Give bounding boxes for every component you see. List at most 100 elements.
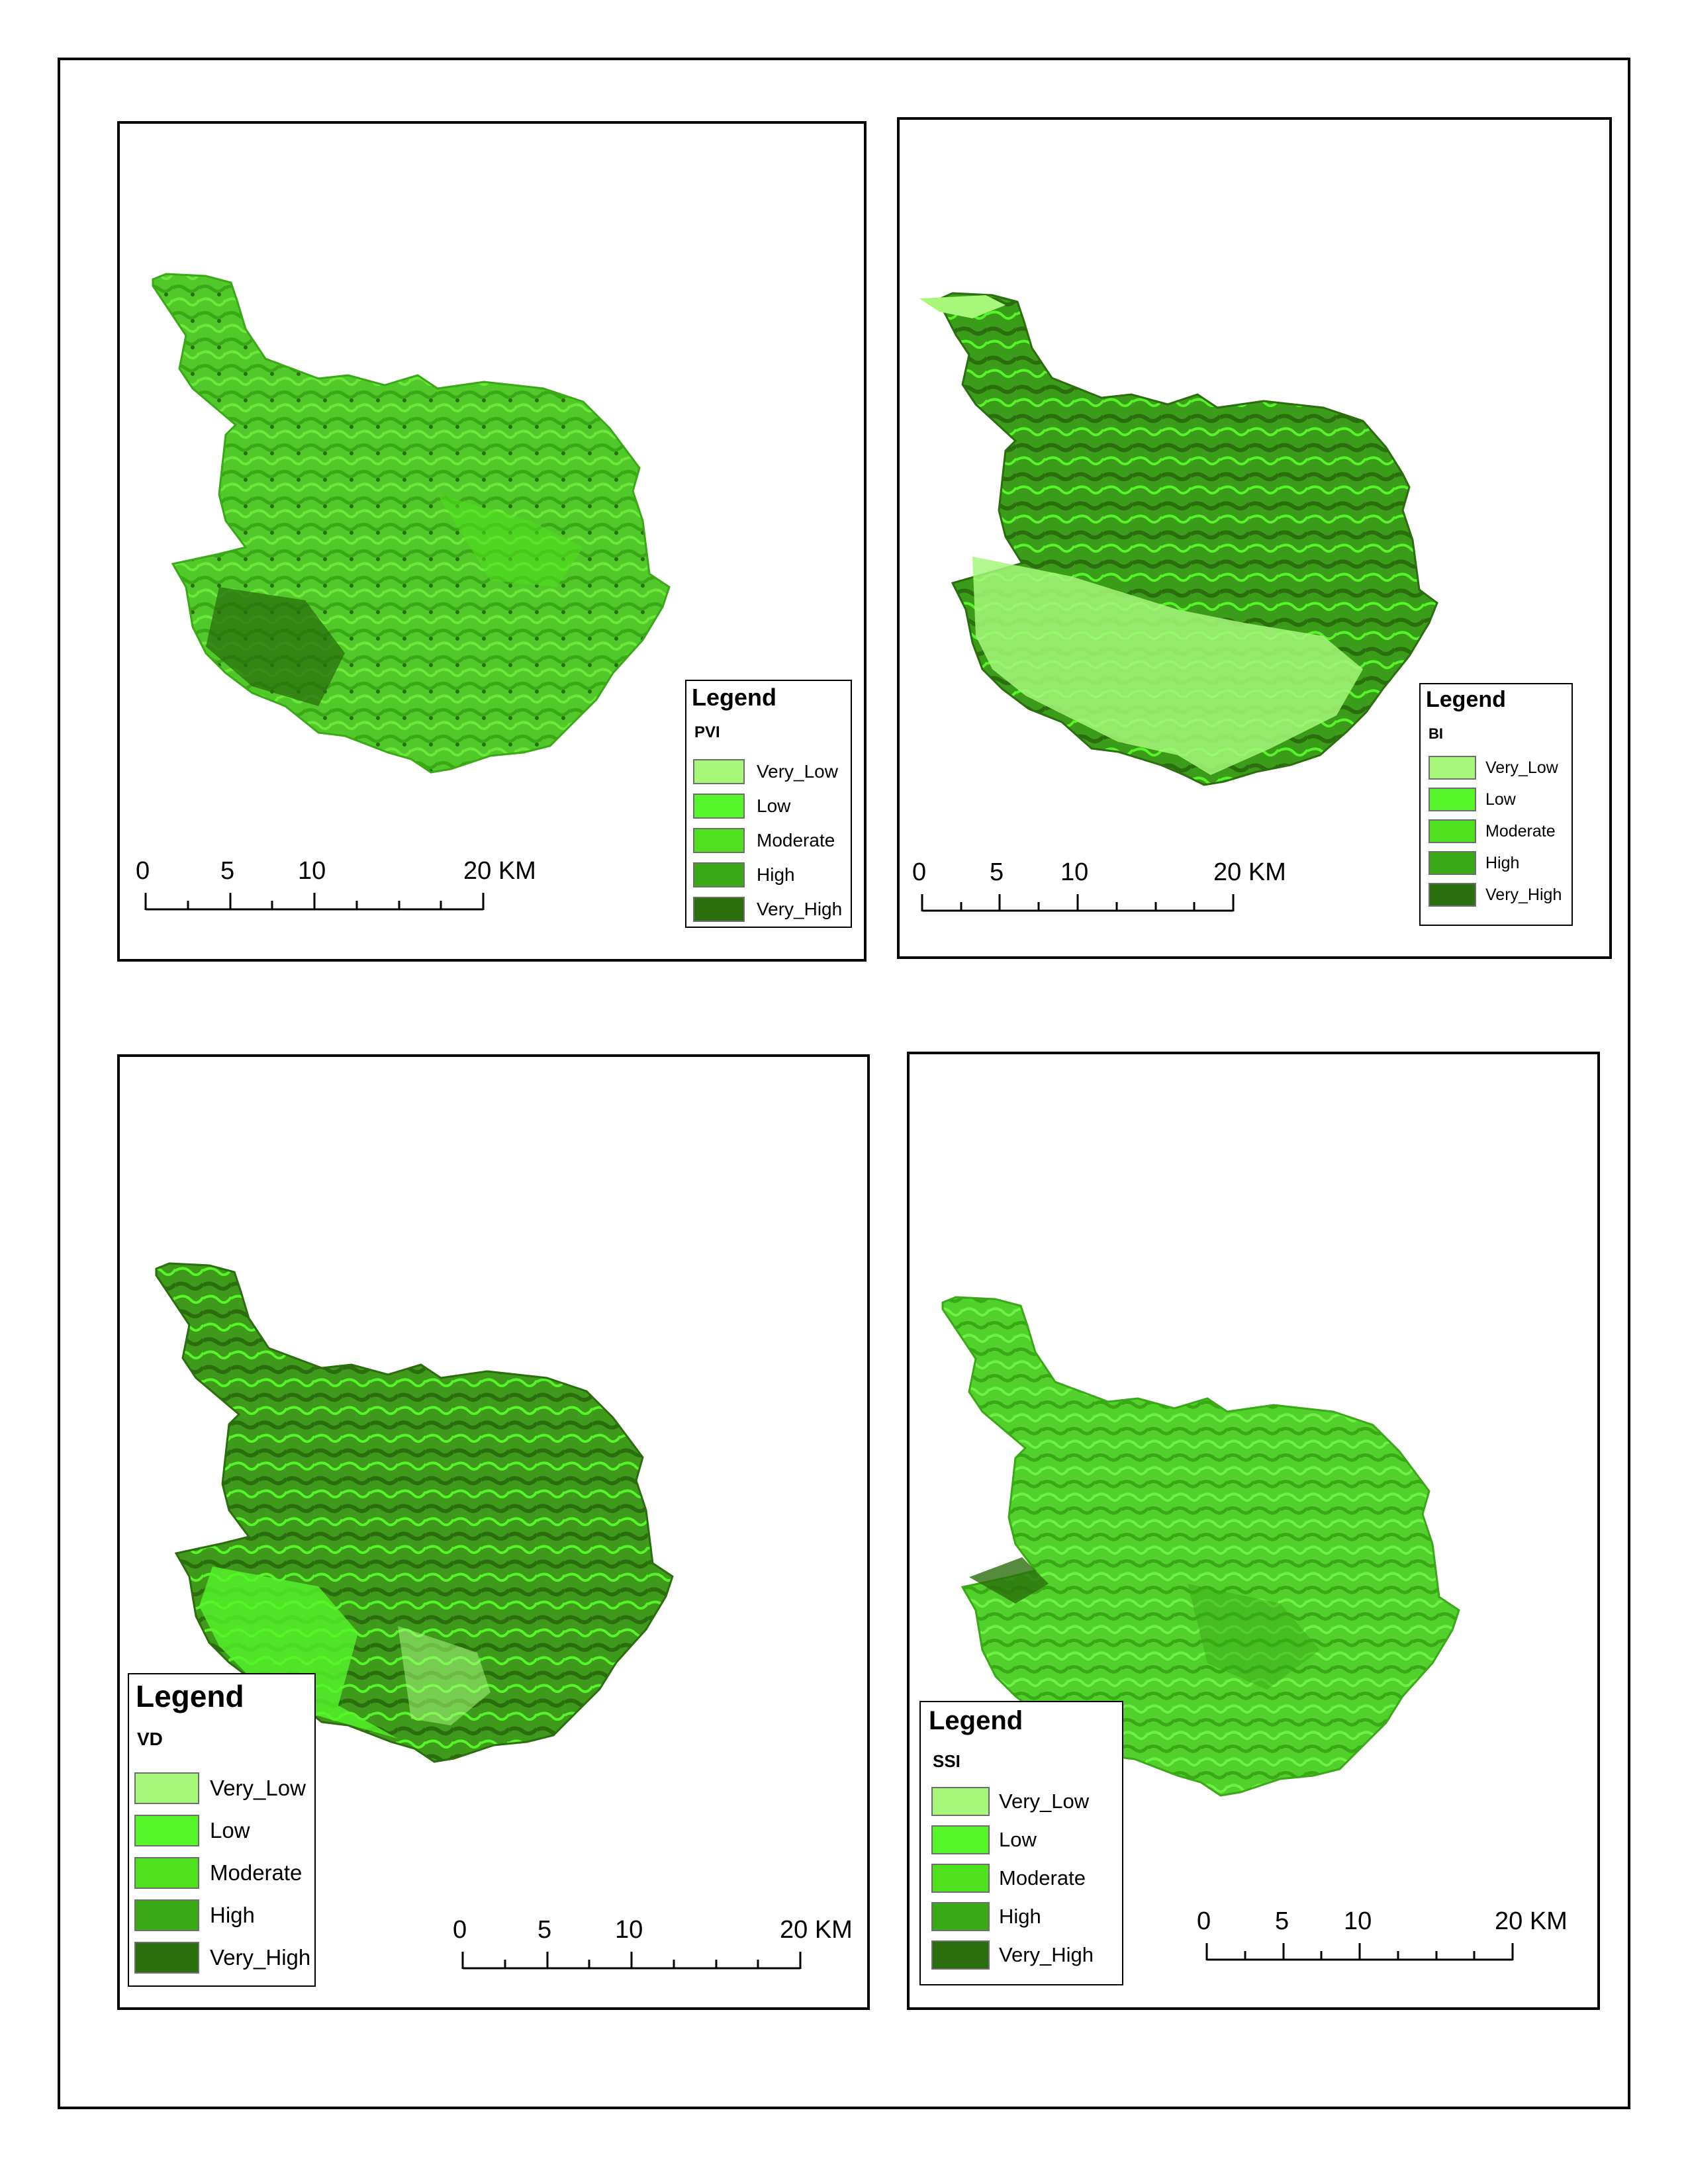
legend-field-name: VD <box>137 1729 163 1749</box>
scale-label-20-km: 20 KM <box>463 857 536 885</box>
legend-item-moderate: Moderate <box>1429 819 1556 843</box>
legend-swatch <box>1429 851 1476 875</box>
legend-swatch <box>1429 819 1476 843</box>
scale-ruler <box>461 1952 802 1970</box>
legend-item-moderate: Moderate <box>693 828 835 853</box>
scale-ruler <box>144 893 485 911</box>
legend-label: Moderate <box>1485 821 1556 841</box>
legend-swatch <box>693 828 745 853</box>
legend-label: High <box>1485 853 1520 872</box>
legend-label: Very_Low <box>757 761 838 782</box>
scale-label-20-km: 20 KM <box>1495 1907 1568 1935</box>
legend-swatch <box>1429 756 1476 780</box>
pvi-watershed-region <box>152 273 671 774</box>
legend-item-very-low: Very_Low <box>1429 756 1558 780</box>
scale-label-0: 0 <box>453 1916 467 1944</box>
scale-label-10: 10 <box>1060 858 1089 886</box>
legend-swatch <box>134 1899 199 1931</box>
legend-swatch <box>1429 788 1476 811</box>
legend-item-high: High <box>931 1902 1041 1931</box>
scale-label-5: 5 <box>220 857 235 885</box>
legend-bi: Legend BI Very_Low Low Moderate High Ver… <box>1419 683 1573 926</box>
scale-label-5: 5 <box>1275 1907 1289 1935</box>
legend-field-name: BI <box>1429 725 1443 742</box>
legend-item-low: Low <box>134 1815 250 1846</box>
legend-swatch <box>134 1857 199 1889</box>
legend-title: Legend <box>1426 687 1506 712</box>
legend-item-high: High <box>693 862 795 887</box>
legend-label: Moderate <box>999 1866 1086 1889</box>
legend-item-very-high: Very_High <box>1429 883 1562 907</box>
legend-title: Legend <box>929 1706 1023 1735</box>
legend-field-name: SSI <box>933 1751 961 1771</box>
legend-ssi: Legend SSI Very_Low Low Moderate High Ve… <box>919 1701 1123 1985</box>
legend-swatch <box>931 1825 990 1854</box>
legend-label: High <box>999 1905 1041 1928</box>
legend-swatch <box>693 897 745 922</box>
legend-swatch <box>134 1942 199 1974</box>
legend-item-very-low: Very_Low <box>931 1787 1089 1816</box>
legend-label: Low <box>210 1818 250 1843</box>
legend-label: Very_Low <box>999 1790 1090 1813</box>
legend-label: Very_Low <box>210 1776 306 1800</box>
legend-item-moderate: Moderate <box>931 1864 1086 1893</box>
legend-item-very-high: Very_High <box>134 1942 310 1974</box>
legend-swatch <box>693 759 745 784</box>
legend-label: Low <box>1485 790 1516 809</box>
legend-item-low: Low <box>693 794 790 819</box>
scale-label-0: 0 <box>136 857 150 885</box>
scale-bar-bi: 0 5 10 20 KM <box>912 858 1323 925</box>
legend-swatch <box>693 794 745 819</box>
legend-label: Very_High <box>999 1943 1094 1966</box>
legend-field-name: PVI <box>694 723 720 741</box>
legend-vd: Legend VD Very_Low Low Moderate High Ver… <box>128 1673 316 1987</box>
legend-item-high: High <box>134 1899 255 1931</box>
legend-label: Low <box>999 1828 1037 1851</box>
ssi-map-area <box>941 1296 1460 1797</box>
legend-swatch <box>931 1902 990 1931</box>
legend-swatch <box>134 1815 199 1846</box>
scale-label-5: 5 <box>538 1916 552 1944</box>
scale-label-10: 10 <box>615 1916 643 1944</box>
legend-label: High <box>757 864 795 885</box>
legend-item-very-low: Very_Low <box>134 1772 306 1804</box>
ssi-watershed-region <box>941 1296 1460 1797</box>
legend-item-low: Low <box>931 1825 1037 1854</box>
legend-item-moderate: Moderate <box>134 1857 302 1889</box>
scale-label-5: 5 <box>990 858 1004 886</box>
scale-ruler <box>921 894 1235 912</box>
legend-pvi: Legend PVI Very_Low Low Moderate High Ve… <box>685 680 852 928</box>
legend-swatch <box>134 1772 199 1804</box>
pvi-map-area <box>152 273 671 774</box>
legend-swatch <box>1429 883 1476 907</box>
scale-label-0: 0 <box>912 858 927 886</box>
scale-label-0: 0 <box>1197 1907 1211 1935</box>
legend-label: Very_High <box>210 1945 311 1970</box>
legend-label: High <box>210 1903 255 1927</box>
legend-label: Low <box>757 796 791 816</box>
legend-item-very-high: Very_High <box>693 897 842 922</box>
legend-swatch <box>931 1864 990 1893</box>
legend-swatch <box>693 862 745 887</box>
legend-label: Very_High <box>757 899 843 919</box>
legend-title: Legend <box>692 684 777 711</box>
vd-map-area <box>155 1262 674 1763</box>
scale-bar-ssi: 0 5 10 20 KM <box>1197 1907 1594 1974</box>
legend-label: Very_Low <box>1485 758 1558 777</box>
scale-label-10: 10 <box>298 857 326 885</box>
legend-title: Legend <box>136 1679 244 1713</box>
legend-swatch <box>931 1787 990 1816</box>
legend-label: Moderate <box>757 830 835 850</box>
scale-bar-vd: 0 5 10 20 KM <box>453 1916 863 1982</box>
legend-item-very-low: Very_Low <box>693 759 838 784</box>
scale-label-10: 10 <box>1344 1907 1372 1935</box>
scale-label-20-km: 20 KM <box>780 1916 853 1944</box>
legend-item-very-high: Very_High <box>931 1940 1094 1970</box>
legend-item-high: High <box>1429 851 1519 875</box>
legend-item-low: Low <box>1429 788 1516 811</box>
page-frame <box>58 58 1630 2109</box>
bi-map-area <box>919 292 1438 786</box>
scale-bar-pvi: 0 5 10 20 KM <box>136 857 559 923</box>
legend-swatch <box>931 1940 990 1970</box>
scale-label-20-km: 20 KM <box>1213 858 1286 886</box>
